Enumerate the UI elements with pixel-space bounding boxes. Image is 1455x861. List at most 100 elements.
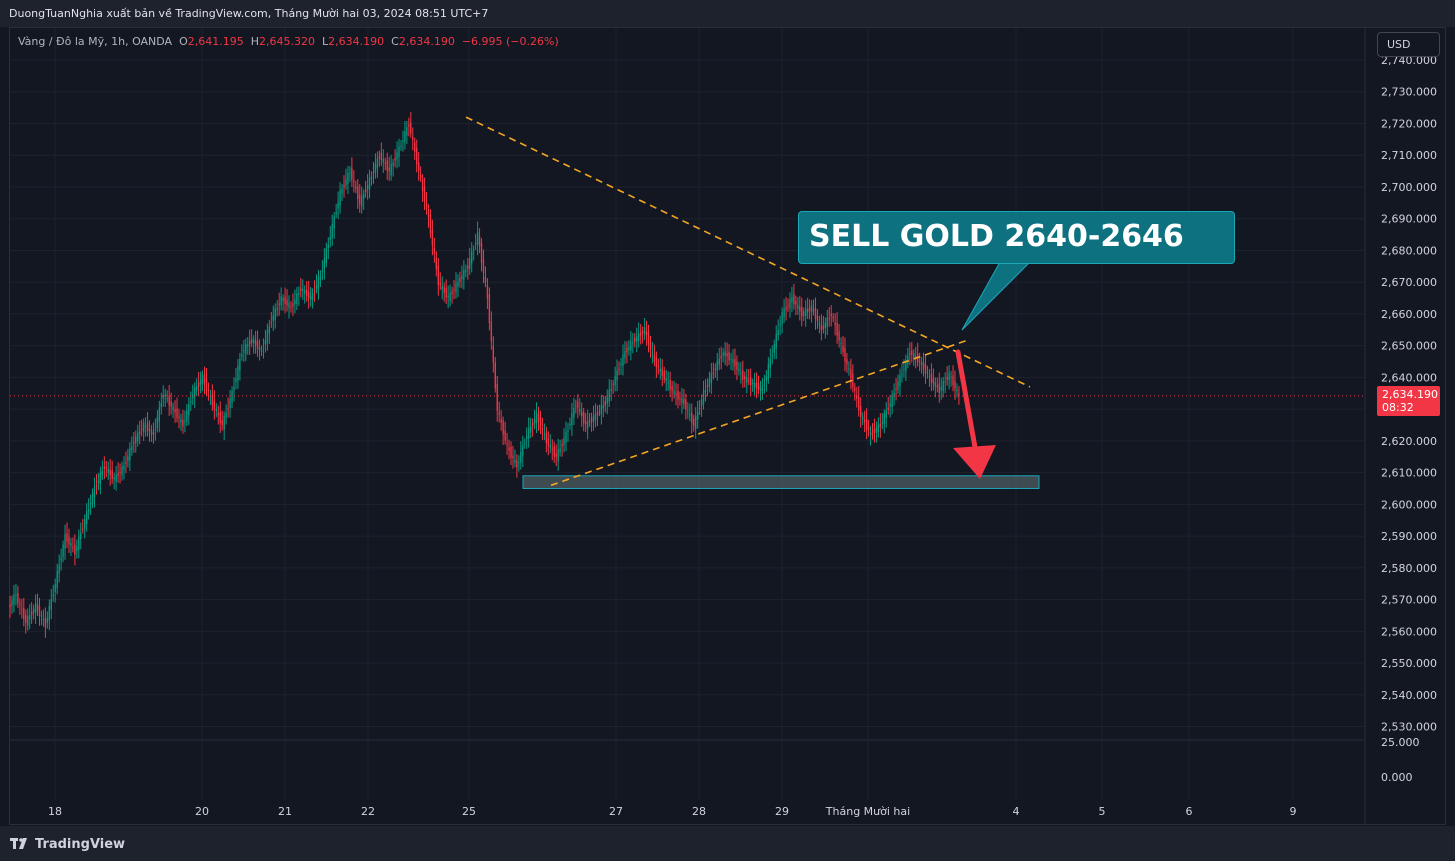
candle-body <box>604 401 606 406</box>
candle-body <box>669 379 671 390</box>
candle-body <box>390 163 392 176</box>
sell-arrow-shaft[interactable] <box>955 349 979 456</box>
candle-body <box>178 416 180 418</box>
candle-body <box>249 340 251 345</box>
candle-body <box>25 615 27 623</box>
candle-body <box>182 419 184 427</box>
candle-body <box>932 378 935 384</box>
candle-body <box>706 385 709 387</box>
callout-pointer <box>961 261 1032 331</box>
candle-body <box>15 594 17 596</box>
sell-callout[interactable]: SELL GOLD 2640-2646 <box>798 211 1235 264</box>
candle-body <box>205 378 208 391</box>
candle-body <box>370 176 373 180</box>
candles <box>9 112 1365 638</box>
candle-body <box>58 565 60 574</box>
candle-body <box>702 390 705 404</box>
y-tick-label: 2,540.000 <box>1381 689 1437 702</box>
candle-body <box>522 445 524 457</box>
candle-body <box>72 547 74 549</box>
candle-body <box>918 360 921 362</box>
candle-body <box>471 251 473 264</box>
candle-body <box>757 382 760 390</box>
candle-body <box>926 372 929 374</box>
candle-body <box>893 393 895 398</box>
candle-body <box>361 195 363 207</box>
candle-body <box>166 398 168 400</box>
candle-body <box>797 304 799 309</box>
support-zone-rect[interactable] <box>522 475 1040 489</box>
candle-body <box>80 533 82 539</box>
candle-body <box>245 344 247 354</box>
chart-frame[interactable] <box>9 27 1446 825</box>
candle-body <box>814 308 817 320</box>
tradingview-logo[interactable]: TradingView <box>10 836 125 852</box>
candle-body <box>68 536 70 545</box>
y-tick-label: 2,610.000 <box>1381 467 1437 480</box>
candle-body <box>636 336 638 342</box>
candle-body <box>643 327 646 336</box>
candle-body <box>380 152 383 160</box>
y-tick-label: 2,530.000 <box>1381 721 1437 734</box>
sell-arrow-head[interactable] <box>953 444 996 479</box>
candle-body <box>626 347 628 353</box>
y-tick-label: 2,590.000 <box>1381 530 1437 543</box>
candle-body <box>376 158 379 169</box>
candle-body <box>78 536 80 550</box>
candle-body <box>176 408 178 419</box>
currency-button[interactable]: USD <box>1377 32 1440 57</box>
candle-body <box>567 429 569 432</box>
legend-high-label: H <box>250 35 260 48</box>
candle-body <box>818 322 821 326</box>
candle-body <box>730 358 732 360</box>
candle-body <box>577 401 579 408</box>
candle-body <box>364 189 367 193</box>
candle-body <box>911 350 913 355</box>
candle-body <box>922 362 925 370</box>
candle-body <box>512 455 514 459</box>
candle-body <box>858 396 860 411</box>
candle-body <box>13 594 15 605</box>
candle-body <box>87 509 90 512</box>
candle-body <box>307 291 310 298</box>
candle-body <box>74 544 76 555</box>
candle-body <box>812 309 815 311</box>
y-tick-label: 2,710.000 <box>1381 149 1437 162</box>
candle-body <box>429 215 432 234</box>
candle-body <box>498 412 500 415</box>
resistance-trendline[interactable] <box>465 116 1031 388</box>
candle-body <box>355 186 357 189</box>
candle-body <box>125 462 127 464</box>
candle-body <box>260 350 263 352</box>
candle-body <box>767 364 770 379</box>
candle-body <box>184 420 186 422</box>
candle-body <box>588 420 591 423</box>
candle-body <box>247 344 249 347</box>
candle-body <box>608 389 610 402</box>
candle-body <box>282 298 284 301</box>
candle-body <box>524 443 526 445</box>
candle-body <box>44 617 47 628</box>
candle-body <box>256 341 259 350</box>
y-tick-label: 2,640.000 <box>1381 371 1437 384</box>
candle-body <box>28 615 31 620</box>
x-tick-label: 25 <box>462 805 476 818</box>
candle-body <box>722 352 724 356</box>
candle-body <box>518 462 520 464</box>
candle-body <box>142 422 145 432</box>
candle-body <box>565 432 567 443</box>
candle-body <box>225 412 227 418</box>
candle-body <box>17 593 19 604</box>
candle-body <box>620 363 622 366</box>
candle-body <box>445 288 447 298</box>
candle-body <box>801 306 803 317</box>
candle-body <box>907 355 909 365</box>
support-trendline[interactable] <box>550 338 971 487</box>
candle-body <box>302 289 304 291</box>
candle-body <box>46 618 49 623</box>
candle-body <box>152 432 155 435</box>
candle-body <box>70 543 72 546</box>
candle-body <box>647 332 650 346</box>
candle-body <box>803 311 805 316</box>
